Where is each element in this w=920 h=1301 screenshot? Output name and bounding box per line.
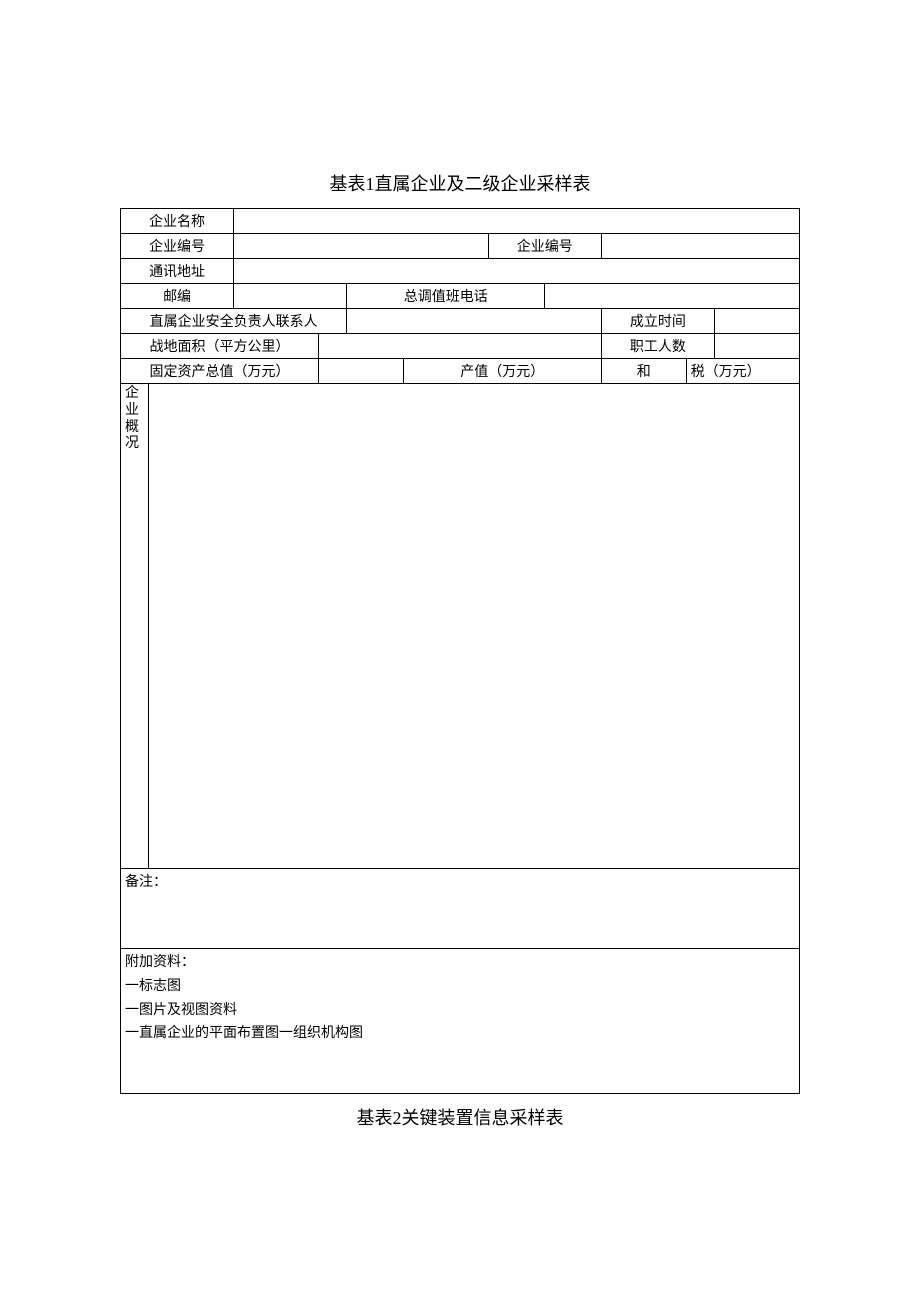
row-remark: 备注： xyxy=(121,869,800,949)
label-safety-contact: 直属企业安全负责人联系人 xyxy=(121,309,347,334)
row-company-code: 企业编号 企业编号 xyxy=(121,234,800,259)
value-staff xyxy=(714,334,799,359)
label-company-code1: 企业编号 xyxy=(121,234,234,259)
row-zip-phone: 邮编 总调值班电话 xyxy=(121,284,800,309)
value-duty-phone xyxy=(545,284,800,309)
label-fixed-assets: 固定资产总值（万元） xyxy=(121,359,319,384)
label-duty-phone: 总调值班电话 xyxy=(347,284,545,309)
label-and: 和 xyxy=(601,359,686,384)
label-overview: 企业概况 xyxy=(121,384,149,869)
attach-item-1: 一标志图 xyxy=(125,975,795,999)
table1-wrap: 企业名称 企业编号 企业编号 通讯地址 邮编 总调值班电话 直属企业安全负责 xyxy=(120,208,800,1094)
value-company-code2 xyxy=(601,234,799,259)
value-company-name xyxy=(234,209,800,234)
attach-item-2: 一图片及视图资料 xyxy=(125,999,795,1023)
label-tax: 税（万元） xyxy=(686,359,799,384)
value-safety-contact xyxy=(347,309,602,334)
label-area: 战地面积（平方公里） xyxy=(121,334,319,359)
table1-title: 基表1直属企业及二级企业采样表 xyxy=(0,170,920,196)
value-company-code1 xyxy=(234,234,489,259)
row-contact-founded: 直属企业安全负责人联系人 成立时间 xyxy=(121,309,800,334)
attachments-cell: 附加资料： 一标志图 一图片及视图资料 一直属企业的平面布置图一组织机构图 xyxy=(121,949,800,1094)
row-assets-output-tax: 固定资产总值（万元） 产值（万元） 和 税（万元） xyxy=(121,359,800,384)
value-zip xyxy=(234,284,347,309)
row-attachments: 附加资料： 一标志图 一图片及视图资料 一直属企业的平面布置图一组织机构图 xyxy=(121,949,800,1094)
page: 基表1直属企业及二级企业采样表 企业名称 企业编号 企业编号 xyxy=(0,0,920,1301)
table1: 企业名称 企业编号 企业编号 通讯地址 邮编 总调值班电话 直属企业安全负责 xyxy=(120,208,800,1094)
row-area-staff: 战地面积（平方公里） 职工人数 xyxy=(121,334,800,359)
value-overview xyxy=(149,384,800,869)
value-fixed-assets xyxy=(318,359,403,384)
label-zip: 邮编 xyxy=(121,284,234,309)
label-output-value: 产值（万元） xyxy=(403,359,601,384)
row-overview: 企业概况 xyxy=(121,384,800,869)
value-address xyxy=(234,259,800,284)
table2-title: 基表2关键装置信息采样表 xyxy=(0,1104,920,1130)
value-area xyxy=(318,334,601,359)
label-overview-text: 企业概况 xyxy=(125,386,139,453)
row-address: 通讯地址 xyxy=(121,259,800,284)
label-address: 通讯地址 xyxy=(121,259,234,284)
attach-heading: 附加资料： xyxy=(125,951,795,975)
label-remark: 备注： xyxy=(121,869,800,949)
value-founded xyxy=(714,309,799,334)
row-company-name: 企业名称 xyxy=(121,209,800,234)
label-company-code2: 企业编号 xyxy=(488,234,601,259)
label-staff: 职工人数 xyxy=(601,334,714,359)
label-founded: 成立时间 xyxy=(601,309,714,334)
label-company-name: 企业名称 xyxy=(121,209,234,234)
attach-item-3: 一直属企业的平面布置图一组织机构图 xyxy=(125,1022,795,1046)
